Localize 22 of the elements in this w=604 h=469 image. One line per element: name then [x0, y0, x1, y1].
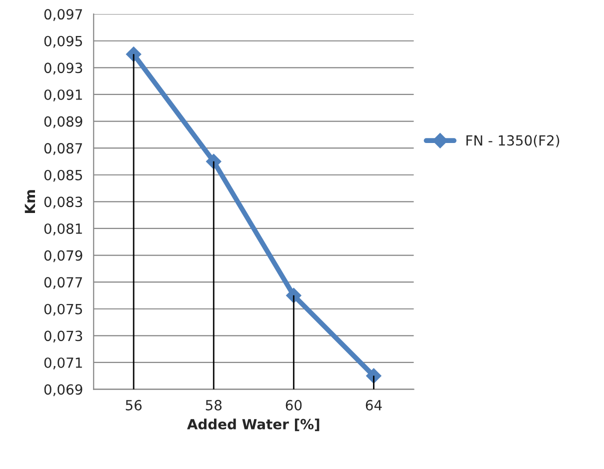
- y-tick-label: 0,089: [44, 116, 82, 128]
- x-axis-title: Added Water [%]: [187, 418, 320, 432]
- legend-label: FN - 1350(F2): [466, 134, 560, 148]
- x-tick-label: 58: [206, 400, 222, 410]
- x-tick-label: 60: [286, 400, 302, 410]
- x-tick-label: 64: [366, 400, 382, 410]
- y-tick-label: 0,097: [44, 9, 82, 21]
- y-tick-label: 0,085: [44, 170, 82, 182]
- y-tick-label: 0,073: [44, 330, 82, 343]
- y-tick-label: 0,071: [44, 357, 82, 370]
- y-tick-label: 0,091: [44, 89, 82, 102]
- y-tick-label: 0,093: [44, 62, 82, 75]
- y-tick-label: 0,079: [44, 250, 82, 262]
- x-tick-label: 56: [126, 400, 142, 410]
- y-tick-label: 0,083: [44, 196, 82, 209]
- y-tick-label: 0,081: [44, 223, 82, 236]
- y-axis-title: Km: [24, 190, 35, 214]
- y-tick-label: 0,095: [44, 36, 82, 48]
- y-tick-label: 0,075: [44, 304, 82, 316]
- y-tick-label: 0,069: [44, 384, 82, 396]
- y-tick-label: 0,087: [44, 143, 82, 155]
- y-tick-label: 0,077: [44, 277, 82, 289]
